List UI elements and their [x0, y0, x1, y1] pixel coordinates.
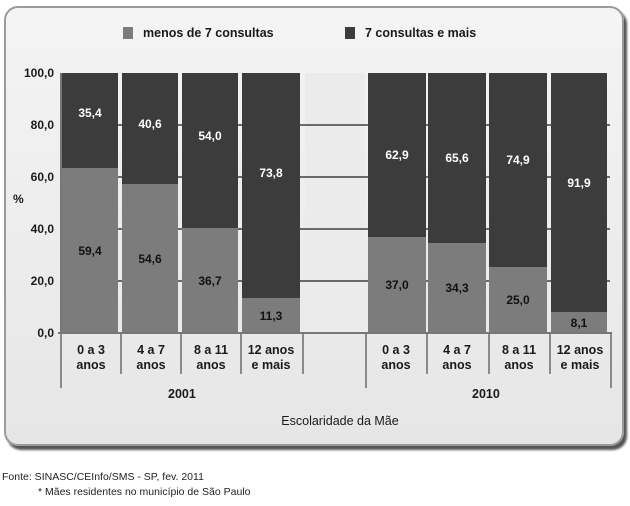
segment-menos-7: 11,3 [242, 298, 300, 333]
segment-7-mais: 62,9 [368, 73, 426, 237]
category-label: 0 a 3 anos [76, 343, 106, 372]
category-label: 4 a 7 anos [442, 343, 472, 372]
ytick-0: 0,0 [37, 326, 54, 340]
plot-area: 35,4 59,4 40,6 54,6 54,0 36,7 73,8 11,3 … [62, 73, 610, 333]
x-axis [58, 332, 612, 334]
segment-menos-7: 54,6 [122, 184, 178, 333]
ytick-40: 40,0 [30, 222, 54, 236]
group-label-2010: 2010 [472, 387, 500, 401]
bar-2001-12mais: 73,8 11,3 [242, 73, 300, 333]
segment-7-mais: 40,6 [122, 73, 178, 184]
gridline-60 [62, 176, 610, 178]
legend-label: menos de 7 consultas [143, 26, 274, 40]
segment-menos-7: 36,7 [182, 228, 238, 333]
category-label: 8 a 11 anos [193, 343, 229, 372]
legend-item-7-mais: 7 consultas e mais [345, 26, 476, 40]
separator [610, 334, 612, 388]
gridline-20 [62, 280, 610, 282]
bar-2010-8a11: 74,9 25,0 [489, 73, 547, 333]
legend-swatch-dark [345, 27, 355, 39]
bar-2001-0a3: 35,4 59,4 [62, 73, 118, 333]
segment-7-mais: 74,9 [489, 73, 547, 267]
bar-2010-0a3: 62,9 37,0 [368, 73, 426, 333]
category-label: 12 anos e mais [247, 343, 295, 372]
x-axis-label: Escolaridade da Mãe [281, 414, 399, 428]
separator [488, 334, 490, 374]
separator [60, 334, 62, 388]
segment-7-mais: 73,8 [242, 73, 300, 298]
segment-7-mais: 65,6 [428, 73, 486, 243]
source-text: Fonte: SINASC/CEInfo/SMS - SP, fev. 2011 [2, 471, 204, 483]
empty-slot [305, 73, 365, 333]
segment-7-mais: 91,9 [551, 73, 607, 312]
segment-menos-7: 59,4 [62, 168, 118, 333]
separator [365, 334, 367, 388]
ytick-80: 80,0 [30, 118, 54, 132]
ytick-60: 60,0 [30, 170, 54, 184]
separator [240, 334, 242, 374]
bar-2010-12mais: 91,9 8,1 [551, 73, 607, 333]
y-axis [60, 73, 62, 335]
category-label: 0 a 3 anos [381, 343, 411, 372]
category-label: 12 anos e mais [556, 343, 604, 372]
segment-menos-7: 34,3 [428, 243, 486, 333]
ytick-20: 20,0 [30, 274, 54, 288]
category-label: 4 a 7 anos [136, 343, 166, 372]
bar-2010-4a7: 65,6 34,3 [428, 73, 486, 333]
segment-7-mais: 35,4 [62, 73, 118, 168]
segment-menos-7: 25,0 [489, 267, 547, 333]
legend-swatch-light [123, 27, 133, 39]
gridline-40 [62, 228, 610, 230]
category-label: 8 a 11 anos [501, 343, 537, 372]
ytick-100: 100,0 [23, 66, 54, 80]
separator [302, 334, 304, 374]
segment-7-mais: 54,0 [182, 73, 238, 228]
legend-item-menos-7: menos de 7 consultas [123, 26, 274, 40]
separator [426, 334, 428, 374]
separator [180, 334, 182, 374]
legend: menos de 7 consultas 7 consultas e mais [0, 26, 630, 42]
footnote-text: * Mães residentes no município de São Pa… [38, 486, 251, 498]
gridline-80 [62, 124, 610, 126]
segment-menos-7: 37,0 [368, 237, 426, 333]
legend-label: 7 consultas e mais [365, 26, 477, 40]
bar-2001-4a7: 40,6 54,6 [122, 73, 178, 333]
segment-menos-7: 8,1 [551, 312, 607, 333]
group-label-2001: 2001 [168, 387, 196, 401]
separator [549, 334, 551, 374]
separator [120, 334, 122, 374]
bar-2001-8a11: 54,0 36,7 [182, 73, 238, 333]
y-axis-label: % [13, 192, 24, 206]
